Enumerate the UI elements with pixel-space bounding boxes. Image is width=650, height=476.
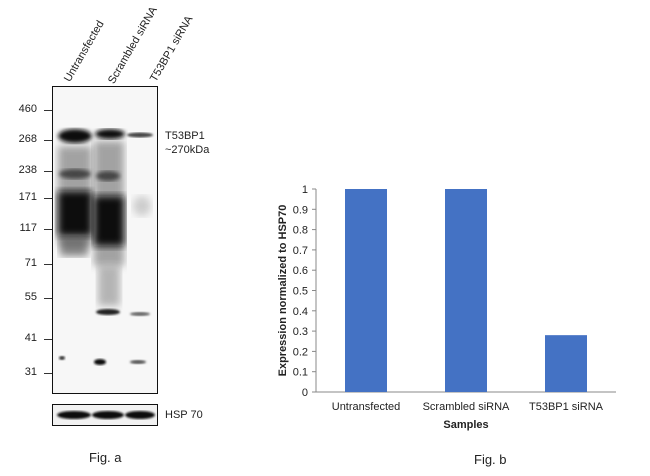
mw-marker-238: 238 xyxy=(18,164,37,176)
mw-tick xyxy=(44,264,52,265)
mw-marker-41: 41 xyxy=(24,332,37,344)
mw-marker-171: 171 xyxy=(18,191,37,203)
target-size: ~270kDa xyxy=(165,144,210,156)
mw-marker-460: 460 xyxy=(18,103,37,115)
mw-marker-55: 55 xyxy=(24,291,37,303)
bar-scrambled-sirna xyxy=(445,189,487,392)
mw-marker-117: 117 xyxy=(19,222,37,234)
mw-marker-71: 71 xyxy=(24,257,37,269)
y-axis-title: Expression normalized to HSP70 xyxy=(277,205,289,377)
loading-control-label: HSP 70 xyxy=(165,409,203,421)
mw-tick xyxy=(44,339,52,340)
mw-marker-268: 268 xyxy=(18,133,37,145)
mw-marker-31: 31 xyxy=(24,366,37,378)
mw-tick xyxy=(44,229,52,230)
y-tick-label: 0.8 xyxy=(293,225,308,237)
y-tick-label: 0.6 xyxy=(293,265,308,277)
lane-label-t53bp1-sirna: T53BP1 siRNA xyxy=(148,13,196,85)
blot-image xyxy=(52,86,158,394)
chart-bars xyxy=(345,189,587,392)
bar-untransfected xyxy=(345,189,387,392)
y-tick-label: 0.2 xyxy=(293,346,308,358)
mw-tick xyxy=(44,110,52,111)
y-tick-label: 1 xyxy=(302,184,308,196)
target-protein-label: T53BP1 ~270kDa xyxy=(165,129,209,157)
mw-tick xyxy=(44,140,52,141)
x-axis-title: Samples xyxy=(443,419,488,431)
target-name: T53BP1 xyxy=(165,130,205,142)
y-tick-label: 0.9 xyxy=(293,204,308,216)
x-tick-label: T53BP1 siRNA xyxy=(529,401,604,413)
y-tick-label: 0.4 xyxy=(293,306,308,318)
figure-a-caption: Fig. a xyxy=(89,450,122,465)
mw-tick xyxy=(44,171,52,172)
x-tick-label: Scrambled siRNA xyxy=(423,401,510,413)
x-tick-label: Untransfected xyxy=(332,401,400,413)
y-tick-label: 0.5 xyxy=(293,286,308,298)
mw-tick xyxy=(44,373,52,374)
mw-tick xyxy=(44,298,52,299)
mw-tick xyxy=(44,198,52,199)
y-tick-label: 0.7 xyxy=(293,245,308,257)
figure-b-caption: Fig. b xyxy=(474,452,507,467)
loading-control-blot xyxy=(52,404,158,426)
y-tick-label: 0 xyxy=(302,387,308,399)
bar-chart: 0 0.1 0.2 0.3 0.4 0.5 0.6 0.7 0.8 0.9 1 Untransfect… xyxy=(277,184,616,431)
y-tick-label: 0.1 xyxy=(293,367,308,379)
chart-labels: 0 0.1 0.2 0.3 0.4 0.5 0.6 0.7 0.8 0.9 1 Untransfect… xyxy=(277,184,604,431)
bar-t53bp1-sirna xyxy=(545,335,587,392)
lane-label-untransfected: Untransfected xyxy=(62,18,107,84)
y-tick-label: 0.3 xyxy=(293,326,308,338)
